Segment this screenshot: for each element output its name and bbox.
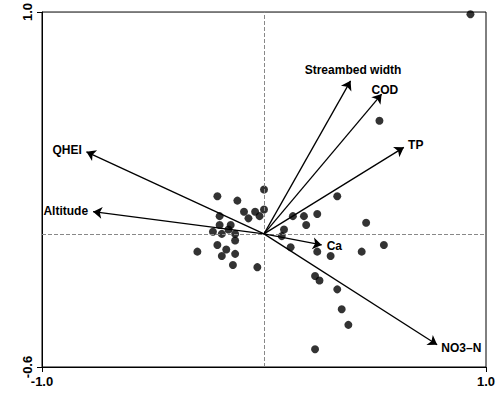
svg-text:COD: COD bbox=[372, 83, 399, 97]
svg-text:1.0: 1.0 bbox=[20, 3, 35, 21]
svg-text:Streambed width: Streambed width bbox=[305, 63, 402, 77]
svg-text:TP: TP bbox=[408, 138, 423, 152]
svg-text:Ca: Ca bbox=[327, 239, 343, 253]
svg-text:-0.6: -0.6 bbox=[20, 355, 35, 379]
svg-text:1.0: 1.0 bbox=[477, 374, 495, 389]
svg-text:QHEI: QHEI bbox=[53, 143, 82, 157]
svg-text:Altitude: Altitude bbox=[43, 204, 88, 218]
svg-text:NO3–N: NO3–N bbox=[441, 341, 481, 355]
svg-text:-1.0: -1.0 bbox=[31, 374, 53, 389]
